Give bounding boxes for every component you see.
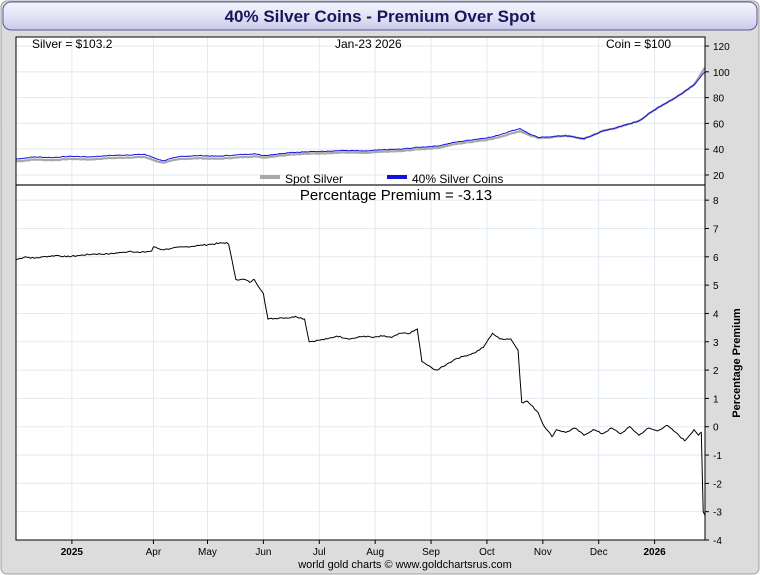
bottom-y-tick-label: 3 (713, 338, 719, 349)
bottom-y-tick-label: 6 (713, 253, 719, 264)
premium-title: Percentage Premium = -3.13 (300, 187, 492, 204)
legend-swatch-coin (387, 175, 407, 179)
bottom-y-tick-label: -4 (713, 536, 722, 547)
legend-label-coin: 40% Silver Coins (412, 172, 503, 186)
bottom-y-tick-label: 8 (713, 196, 719, 207)
bottom-y-tick-label: -2 (713, 479, 722, 490)
x-tick-label: Aug (366, 547, 384, 558)
top-y-tick-label: 120 (713, 42, 730, 53)
x-axis: 2025 Apr May Jun Jul Aug Sep Oct Nov Dec 2026 (61, 540, 666, 558)
bottom-y-tick-label: 5 (713, 281, 719, 292)
x-tick-label: Nov (534, 547, 552, 558)
top-y-tick-label: 60 (713, 119, 725, 130)
premium-line (16, 242, 705, 516)
top-y-tick-label: 20 (713, 171, 725, 182)
x-tick-label: Oct (479, 547, 495, 558)
legend: Spot Silver 40% Silver Coins (260, 172, 503, 186)
chart-title: 40% Silver Coins - Premium Over Spot (225, 7, 536, 26)
x-tick-label: Jul (313, 547, 326, 558)
bottom-y-tick-label: 0 (713, 423, 719, 434)
coin-price-label: Coin = $100 (606, 37, 671, 51)
x-tick-label: 2026 (643, 547, 666, 558)
legend-label-spot: Spot Silver (285, 172, 343, 186)
bottom-horizontal-gridlines (16, 199, 705, 513)
date-label: Jan-23 2026 (335, 37, 402, 51)
top-horizontal-gridlines (16, 45, 705, 176)
x-tick-label: Dec (590, 547, 608, 558)
x-tick-label: May (198, 547, 217, 558)
bottom-plot-area (16, 186, 705, 540)
bottom-y-tick-label: -1 (713, 451, 722, 462)
x-tick-label: Jun (255, 547, 271, 558)
footer-credit: world gold charts © www.goldchartsrus.co… (297, 559, 512, 571)
bottom-y-tick-label: 7 (713, 224, 719, 235)
top-y-tick-label: 80 (713, 94, 725, 105)
top-plot-area (16, 37, 705, 184)
top-y-axis: 20 40 60 80 100 120 (705, 42, 730, 182)
silver-coins-line (16, 71, 705, 162)
silver-price-label: Silver = $103.2 (32, 37, 113, 51)
bottom-y-tick-label: 1 (713, 394, 719, 405)
top-y-tick-label: 100 (713, 68, 730, 79)
bottom-y-tick-label: -3 (713, 508, 722, 519)
title-bar (2, 1, 758, 31)
plot-border (15, 36, 706, 541)
x-tick-label: Apr (146, 547, 162, 558)
bottom-y-tick-label: 2 (713, 366, 719, 377)
x-tick-label: Sep (422, 547, 440, 558)
bottom-y-tick-label: 4 (713, 309, 719, 320)
premium-axis-label: Percentage Premium (731, 308, 743, 418)
vertical-gridlines (71, 37, 656, 540)
x-tick-label: 2025 (61, 547, 84, 558)
top-y-tick-label: 40 (713, 145, 725, 156)
legend-swatch-spot (260, 175, 280, 179)
bottom-y-axis: -4 -3 -2 -1 0 1 2 3 4 5 6 7 8 (705, 196, 722, 547)
